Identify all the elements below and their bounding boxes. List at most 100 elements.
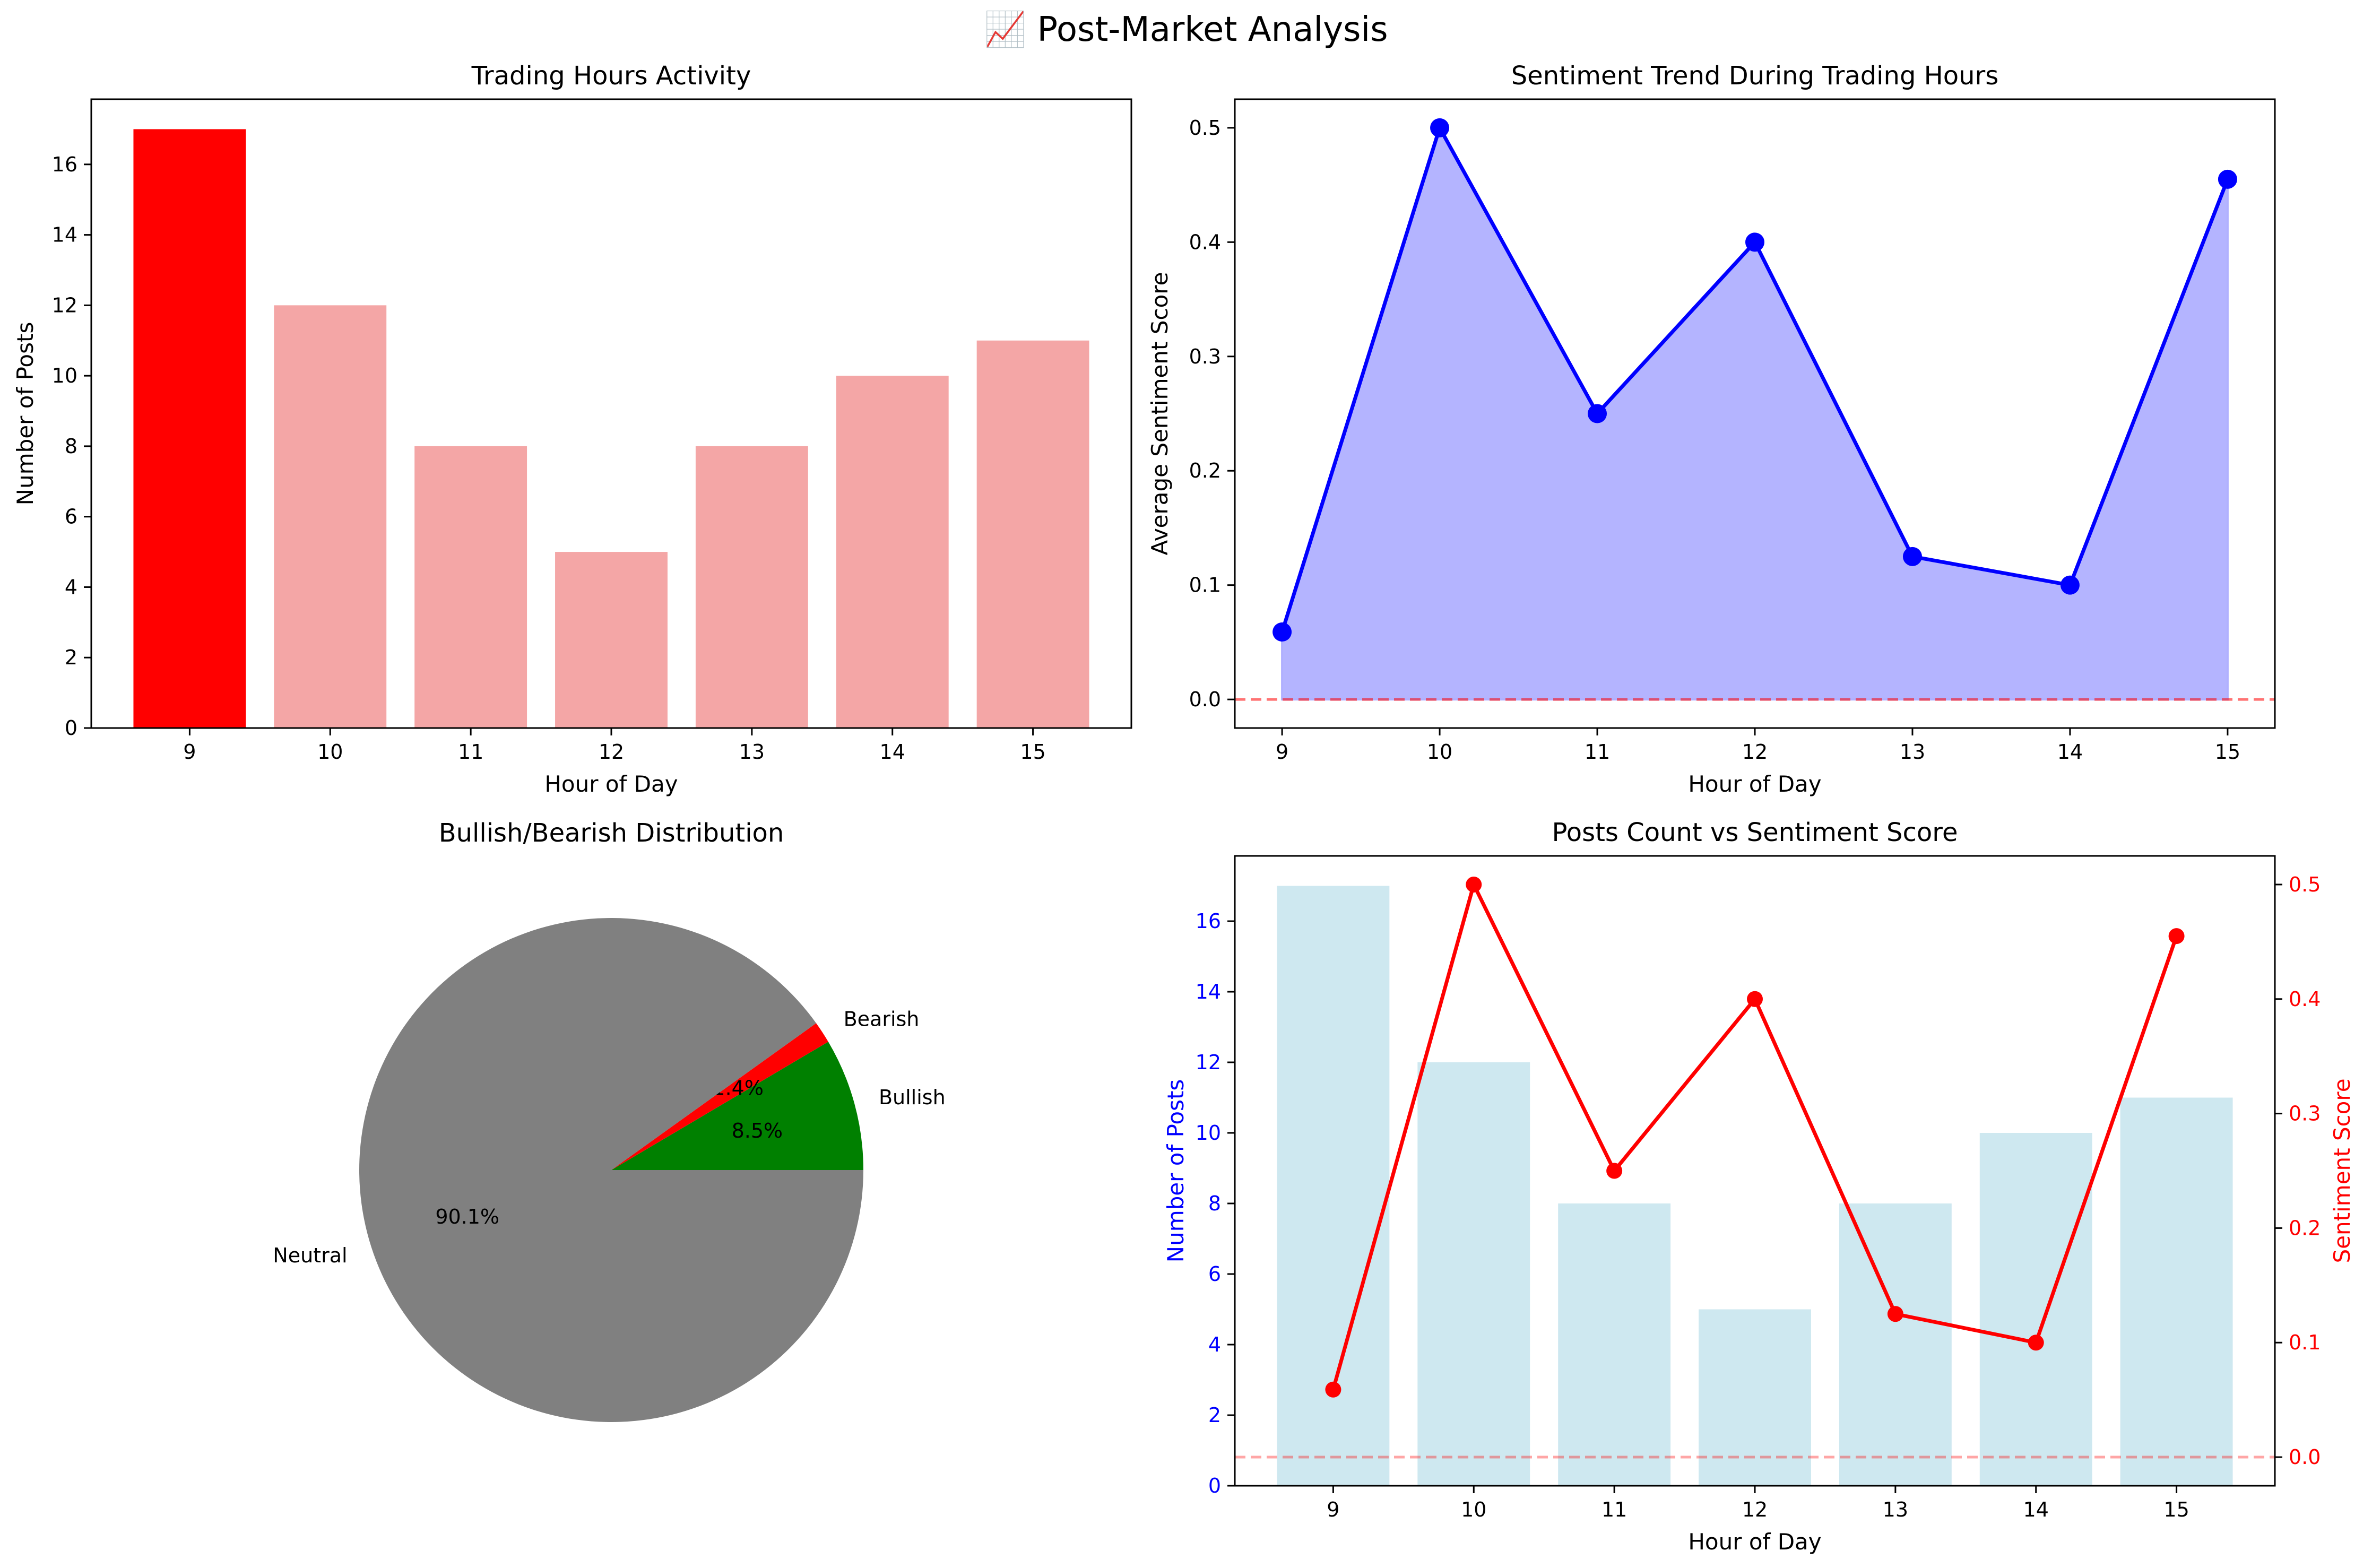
- sentiment-point: [2218, 169, 2237, 189]
- pie-percent-label: 8.5%: [732, 1119, 783, 1142]
- sentiment-point: [1588, 404, 1607, 423]
- x-tick-label: 15: [2163, 1498, 2189, 1521]
- y-tick-label: 6: [65, 505, 77, 529]
- y-tick-label: 0.1: [1189, 574, 1221, 597]
- y-axis-label: Number of Posts: [1163, 1079, 1189, 1263]
- y-tick-label: 8: [1208, 1192, 1221, 1215]
- bar: [414, 446, 527, 728]
- y-tick-label: 14: [52, 223, 77, 247]
- bar: [836, 376, 949, 728]
- sentiment-area: [1281, 125, 2229, 701]
- chart-bullish-bearish-distribution: Bullish/Bearish Distribution Bullish 8.5% B…: [273, 818, 946, 1422]
- y-tick-label: 16: [52, 153, 77, 176]
- chart-title: Posts Count vs Sentiment Score: [1552, 818, 1958, 847]
- y-tick-label: 10: [1196, 1121, 1221, 1145]
- sentiment-point: [1902, 547, 1922, 566]
- y-tick-label: 4: [65, 575, 77, 599]
- pie-percent-label: 90.1%: [435, 1205, 499, 1228]
- x-axis-label: Hour of Day: [1688, 771, 1821, 797]
- sentiment-point: [1745, 232, 1764, 252]
- y-tick-label: 4: [1208, 1333, 1221, 1356]
- y-tick-label: 12: [52, 293, 77, 317]
- sentiment-point: [1887, 1306, 1903, 1322]
- figure-title: 📈 Post-Market Analysis: [984, 10, 1388, 49]
- x-tick-label: 10: [1427, 740, 1452, 764]
- bar: [1699, 1309, 1811, 1486]
- x-axis-label: Hour of Day: [544, 771, 678, 797]
- y2-axis-label: Sentiment Score: [2329, 1078, 2355, 1263]
- y-tick-label: 0.0: [2289, 1445, 2321, 1469]
- x-tick-label: 13: [1883, 1498, 1908, 1521]
- x-tick-label: 12: [599, 740, 624, 764]
- y-tick-label: 0.4: [1189, 230, 1221, 254]
- x-tick-label: 10: [317, 740, 343, 764]
- x-tick-label: 12: [1742, 740, 1768, 764]
- y-tick-label: 12: [1196, 1051, 1221, 1074]
- pie-label: Bearish: [844, 1008, 920, 1031]
- x-tick-label: 12: [1742, 1498, 1768, 1521]
- sentiment-point: [1747, 991, 1763, 1007]
- y-tick-label: 0.0: [1189, 688, 1221, 711]
- x-tick-label: 13: [1900, 740, 1925, 764]
- y-tick-label: 0.1: [2289, 1331, 2321, 1354]
- y-tick-label: 0.2: [2289, 1216, 2321, 1240]
- x-axis-label: Hour of Day: [1688, 1529, 1821, 1555]
- x-tick-label: 9: [183, 740, 196, 764]
- y-tick-label: 6: [1208, 1262, 1221, 1286]
- pie-slice-neutral: [359, 918, 863, 1422]
- y-tick-label: 0.2: [1189, 459, 1221, 482]
- y-tick-label: 0.3: [2289, 1102, 2321, 1125]
- x-tick-label: 11: [1585, 740, 1610, 764]
- pie-label: Bullish: [879, 1086, 946, 1109]
- x-tick-label: 11: [458, 740, 483, 764]
- y-tick-label: 0.5: [2289, 873, 2321, 896]
- bar: [1417, 1062, 1530, 1486]
- bar: [2120, 1097, 2233, 1486]
- sentiment-point: [1430, 118, 1450, 137]
- y-axis-label: Average Sentiment Score: [1147, 272, 1173, 556]
- y-tick-label: 8: [65, 435, 77, 458]
- y-tick-label: 0: [1208, 1474, 1221, 1497]
- x-tick-label: 15: [1020, 740, 1045, 764]
- sentiment-point: [1466, 876, 1482, 893]
- bar: [274, 305, 387, 728]
- y-tick-label: 0.4: [2289, 987, 2321, 1011]
- y-tick-label: 16: [1196, 909, 1221, 933]
- y-tick-label: 2: [1208, 1404, 1221, 1427]
- y-axis-label: Number of Posts: [12, 322, 38, 506]
- bar: [1839, 1203, 1952, 1486]
- sentiment-point: [2060, 575, 2080, 595]
- x-tick-label: 14: [2023, 1498, 2049, 1521]
- chart-posts-vs-sentiment: 0 2 4 6 8 10 12 14 16 0.0 0.1 0.2 0.3 0.4 0.5 9 10 11 12 13…: [1163, 818, 2355, 1555]
- chart-title: Bullish/Bearish Distribution: [439, 818, 784, 848]
- y-tick-label: 10: [52, 364, 77, 387]
- bar: [133, 129, 246, 728]
- y-tick-label: 0: [65, 716, 77, 740]
- pie-slice-bearish: [611, 1023, 828, 1170]
- chart-title: Sentiment Trend During Trading Hours: [1511, 61, 1999, 91]
- x-tick-label: 11: [1601, 1498, 1627, 1521]
- x-tick-label: 14: [2057, 740, 2083, 764]
- bar: [976, 340, 1089, 728]
- y-tick-label: 2: [65, 646, 77, 669]
- x-tick-label: 9: [1327, 1498, 1339, 1521]
- sentiment-point: [1272, 622, 1292, 642]
- bar: [555, 552, 668, 728]
- pie-slice-bullish: [611, 1042, 863, 1170]
- chart-title: Trading Hours Activity: [471, 61, 751, 91]
- x-tick-label: 9: [1276, 740, 1288, 764]
- y-tick-label: 0.3: [1189, 345, 1221, 368]
- x-tick-label: 14: [880, 740, 905, 764]
- x-tick-label: 10: [1461, 1498, 1486, 1521]
- pie-label: Neutral: [273, 1244, 347, 1267]
- sentiment-point: [1325, 1381, 1341, 1398]
- bar: [695, 446, 808, 728]
- sentiment-point: [2028, 1335, 2044, 1351]
- bar: [1979, 1133, 2092, 1486]
- bar: [1558, 1203, 1671, 1486]
- y-tick-label: 14: [1196, 980, 1221, 1003]
- chart-sentiment-trend: 0.0 0.1 0.2 0.3 0.4 0.5 9 10 11 12 13 14 15 Sentiment…: [1147, 61, 2276, 797]
- x-tick-label: 13: [739, 740, 765, 764]
- chart-trading-hours-activity: 0 2 4 6 8 10 12 14 16 9 10 11 12 13 14 15 Trading Hours …: [12, 61, 1132, 797]
